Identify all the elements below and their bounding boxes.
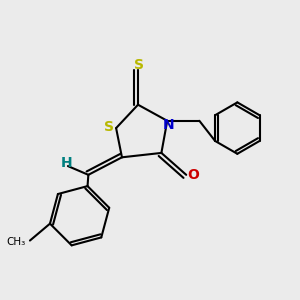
Text: O: O [188, 168, 200, 182]
Text: N: N [163, 118, 175, 132]
Text: CH₃: CH₃ [6, 237, 26, 247]
Text: S: S [104, 120, 114, 134]
Text: S: S [134, 58, 145, 72]
Text: H: H [61, 156, 72, 170]
